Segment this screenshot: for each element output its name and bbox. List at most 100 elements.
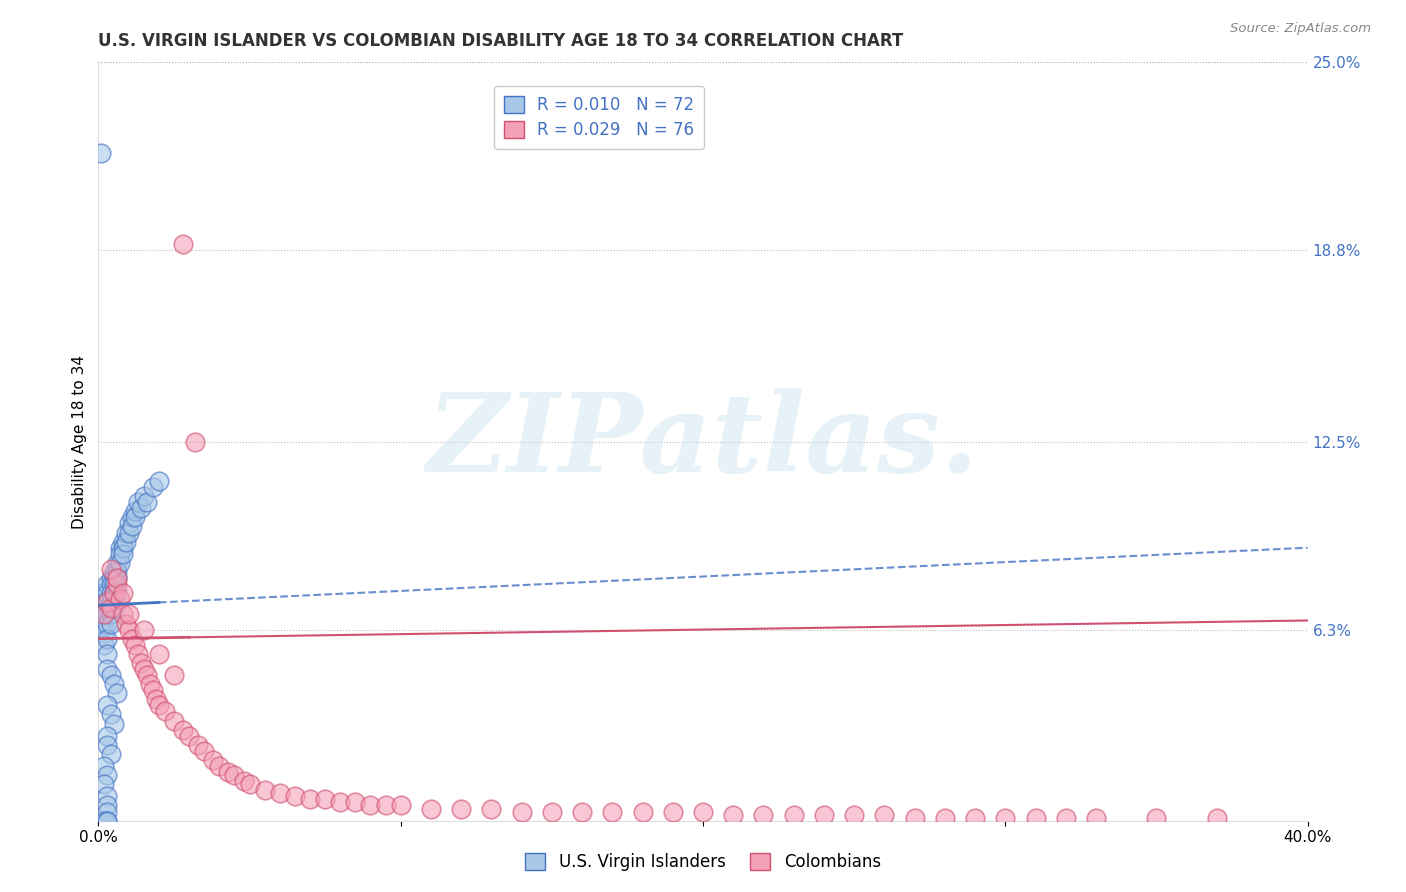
Point [100,601,122,615]
Point [420,801,443,815]
Point [692,805,714,819]
Point [105,565,128,579]
Point [114,616,136,631]
Point [90,146,112,161]
Point [100,586,122,600]
Point [124,510,146,524]
Point [1085,811,1108,825]
Point [93,607,115,622]
Point [96,729,118,743]
Point [844,807,866,822]
Point [510,805,533,819]
Point [100,747,122,761]
Point [208,759,231,773]
Point [103,601,125,615]
Point [314,792,336,806]
Point [105,686,128,700]
Point [96,738,118,752]
Point [96,586,118,600]
Point [389,798,412,813]
Point [96,798,118,813]
Point [481,801,503,815]
Point [163,714,186,728]
Point [103,716,125,731]
Point [135,668,157,682]
Point [90,623,112,637]
Point [103,571,125,585]
Point [752,807,775,822]
Point [813,807,835,822]
Point [374,798,396,813]
Point [360,798,382,813]
Point [193,744,215,758]
Point [96,814,118,828]
Point [299,792,322,806]
Point [93,814,115,828]
Point [121,519,143,533]
Point [873,807,896,822]
Point [114,525,136,540]
Point [108,556,131,570]
Point [103,677,125,691]
Point [96,607,118,622]
Text: ZIPatlas.: ZIPatlas. [426,388,980,495]
Point [135,495,157,509]
Point [965,811,987,825]
Point [1206,811,1229,825]
Point [96,595,118,609]
Point [132,623,155,637]
Point [540,805,562,819]
Y-axis label: Disability Age 18 to 34: Disability Age 18 to 34 [72,354,87,529]
Point [253,783,276,797]
Point [121,510,143,524]
Point [148,474,170,488]
Point [90,592,112,607]
Point [153,705,176,719]
Point [148,647,170,661]
Point [783,807,806,822]
Point [121,632,143,646]
Point [904,811,927,825]
Point [93,777,115,791]
Point [100,707,122,722]
Point [450,801,472,815]
Point [329,796,352,810]
Point [994,811,1017,825]
Point [108,547,131,561]
Point [661,805,683,819]
Point [93,595,115,609]
Point [145,692,167,706]
Point [96,595,118,609]
Point [111,541,134,555]
Point [96,577,118,591]
Point [172,723,194,737]
Point [239,777,262,791]
Point [93,616,115,631]
Point [111,534,134,549]
Point [602,805,624,819]
Point [103,565,125,579]
Point [111,547,134,561]
Point [96,662,118,676]
Point [100,668,122,682]
Point [1144,811,1167,825]
Point [129,656,152,670]
Point [284,789,307,804]
Point [111,586,134,600]
Point [96,601,118,615]
Point [571,805,593,819]
Point [90,586,112,600]
Point [96,814,118,828]
Point [1054,811,1077,825]
Point [100,595,122,609]
Point [723,807,745,822]
Point [631,805,654,819]
Point [111,607,134,622]
Point [139,677,162,691]
Point [90,607,112,622]
Point [127,495,149,509]
Point [148,698,170,713]
Point [100,607,122,622]
Point [105,571,128,585]
Point [96,616,118,631]
